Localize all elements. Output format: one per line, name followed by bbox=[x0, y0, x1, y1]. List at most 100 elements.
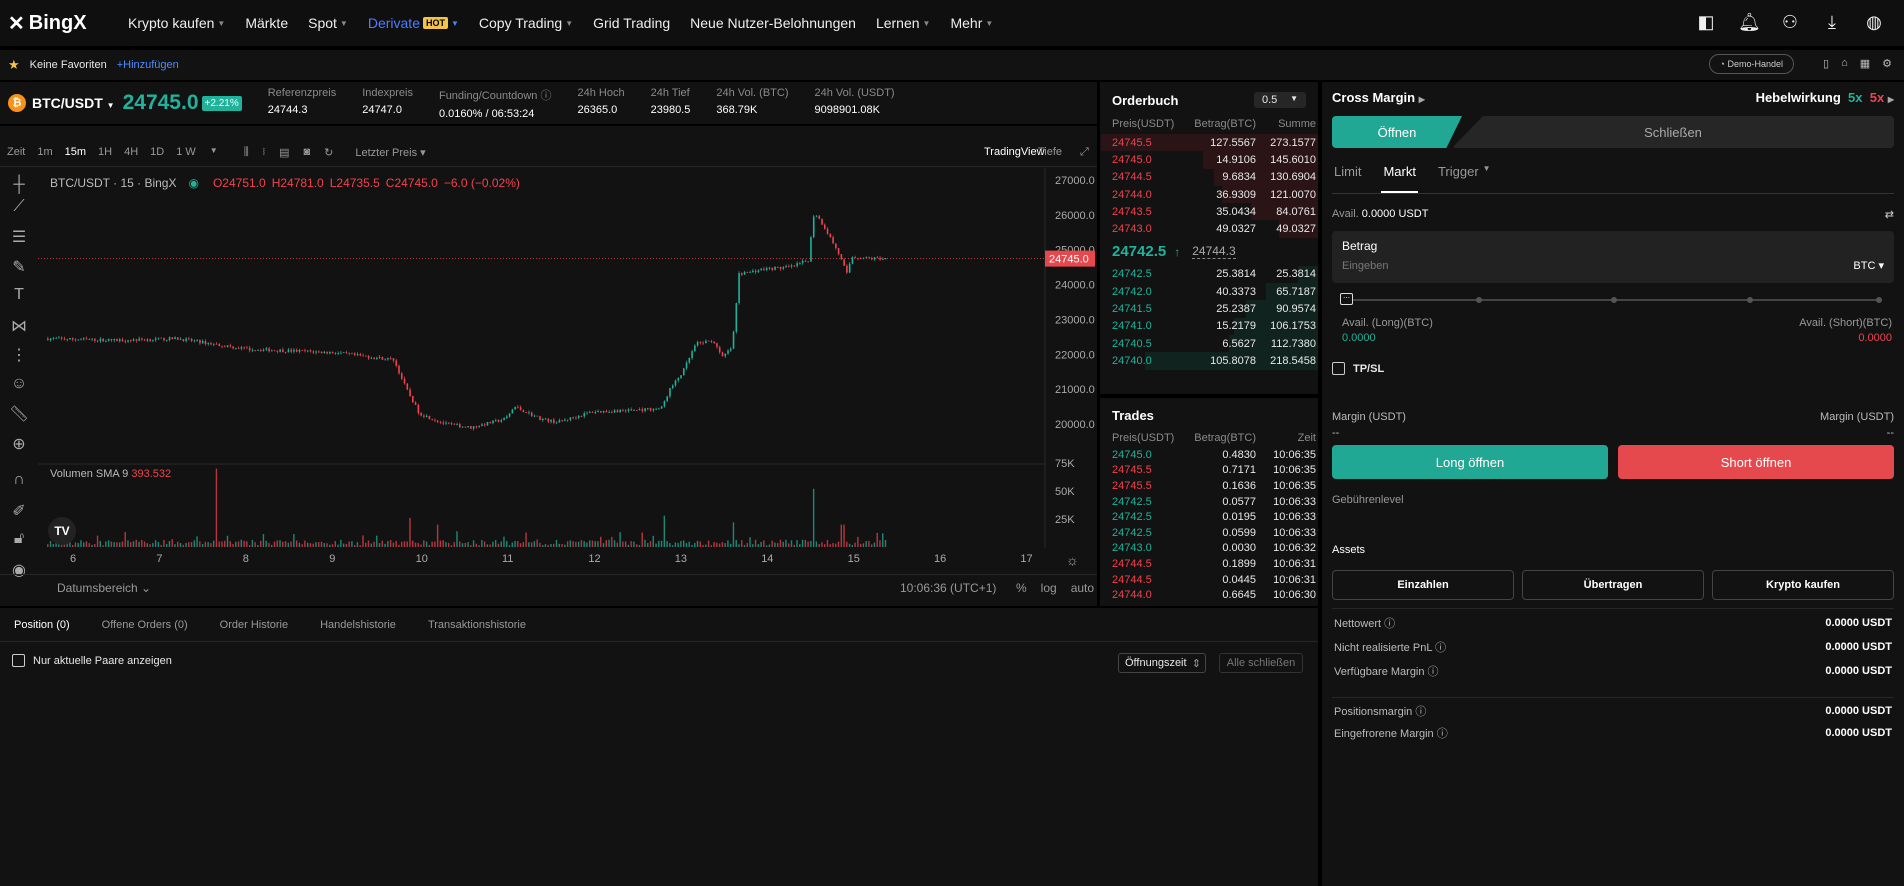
star-icon[interactable]: ★ bbox=[8, 57, 20, 72]
transfer-icon[interactable]: ⇄ bbox=[1884, 209, 1894, 221]
fib-icon[interactable]: ☰ bbox=[11, 229, 27, 246]
checkbox[interactable] bbox=[12, 654, 25, 667]
order-type-markt[interactable]: Markt bbox=[1381, 164, 1418, 193]
orderbook-row[interactable]: 24743.5 35.0434 84.0761 bbox=[1100, 203, 1318, 221]
close-tab[interactable]: Schließen bbox=[1452, 116, 1894, 148]
bingx-logo[interactable]: ✕ BingX bbox=[8, 11, 87, 35]
percent-toggle[interactable]: % bbox=[1016, 581, 1027, 595]
candle-type-icon[interactable]: ⧘ bbox=[262, 145, 266, 158]
orderbook-row[interactable]: 24740.5 6.5627 112.7380 bbox=[1100, 334, 1318, 353]
zoom-icon[interactable]: ⊕ bbox=[12, 435, 26, 453]
lock-icon[interactable]: 🔓︎ bbox=[13, 530, 25, 547]
tab-depth[interactable]: Tiefe bbox=[1038, 146, 1063, 158]
info-icon[interactable]: ⓘ bbox=[1381, 618, 1396, 630]
interval-4H[interactable]: 4H bbox=[124, 146, 139, 158]
info-icon[interactable]: ⓘ bbox=[1412, 705, 1427, 718]
info-icon[interactable]: ⓘ bbox=[1433, 728, 1448, 740]
user-icon[interactable]: ⚇ bbox=[1781, 12, 1799, 32]
info-icon[interactable]: ⓘ bbox=[537, 89, 552, 102]
slider-handle[interactable]: ⋯ bbox=[1340, 293, 1353, 305]
nav-item-mehr[interactable]: Mehr ▼ bbox=[940, 15, 1003, 31]
open-tab[interactable]: Öffnen bbox=[1332, 116, 1462, 148]
template-icon[interactable]: ▤ bbox=[279, 146, 290, 159]
tpsl-checkbox[interactable]: TP/SL bbox=[1332, 362, 1894, 375]
interval-15m[interactable]: 15m bbox=[64, 146, 87, 158]
nav-item-neue-nutzer-belohnungen[interactable]: Neue Nutzer-Belohnungen bbox=[680, 15, 866, 31]
leverage-select[interactable]: Hebelwirkung 5x 5x ▶ bbox=[1755, 89, 1894, 105]
nav-item-m-rkte[interactable]: Märkte bbox=[235, 15, 298, 31]
pair-selector[interactable]: BTC/USDT ▼ bbox=[32, 95, 115, 111]
tradingview-logo[interactable]: TV bbox=[48, 517, 76, 545]
crosshair-icon[interactable]: ┼ bbox=[13, 176, 25, 193]
nav-item-lernen[interactable]: Lernen ▼ bbox=[866, 15, 941, 31]
demo-trading-button[interactable]: ◔ Demo-Handel bbox=[1708, 54, 1794, 74]
interval-1D[interactable]: 1D bbox=[150, 146, 165, 158]
close-all-button[interactable]: Alle schließen bbox=[1219, 653, 1303, 673]
sort-select[interactable]: Öffnungszeit ⇕ bbox=[1118, 653, 1206, 673]
price-type-select[interactable]: Letzter Preis ▾ bbox=[355, 146, 426, 159]
emoji-icon[interactable]: ☺ bbox=[10, 374, 28, 392]
asset-button-0[interactable]: Einzahlen bbox=[1332, 570, 1514, 600]
checkbox[interactable] bbox=[1332, 362, 1345, 375]
position-tab-0[interactable]: Position (0) bbox=[14, 618, 70, 631]
lock-drawing-icon[interactable]: ✐ bbox=[12, 502, 26, 520]
wallet-icon[interactable]: ◧ bbox=[1697, 12, 1715, 32]
amount-input[interactable]: Betrag Eingeben BTC ▾ bbox=[1332, 231, 1894, 283]
nav-item-grid-trading[interactable]: Grid Trading bbox=[583, 15, 680, 31]
amount-slider[interactable]: ⋯ bbox=[1340, 289, 1882, 311]
orderbook-row[interactable]: 24744.5 9.6834 130.6904 bbox=[1100, 168, 1318, 186]
camera-icon[interactable]: ◙ bbox=[303, 146, 311, 158]
pattern-icon[interactable]: ⋈ bbox=[11, 317, 27, 335]
asset-button-2[interactable]: Krypto kaufen bbox=[1712, 570, 1894, 600]
globe-icon[interactable]: ◍ bbox=[1866, 12, 1882, 32]
orderbook-row[interactable]: 24745.5 127.5567 273.1577 bbox=[1100, 134, 1318, 152]
reset-icon[interactable]: ↻ bbox=[324, 146, 334, 159]
orderbook-row[interactable]: 24743.0 49.0327 49.0327 bbox=[1100, 220, 1318, 238]
info-icon[interactable]: ⓘ bbox=[1432, 642, 1447, 654]
price-chart[interactable]: 27000.026000.025000.024000.023000.022000… bbox=[38, 168, 1097, 572]
step-select[interactable]: 0.5 ▼ bbox=[1254, 92, 1306, 108]
log-toggle[interactable]: log bbox=[1040, 581, 1057, 595]
position-tab-3[interactable]: Handelshistorie bbox=[320, 618, 396, 631]
orderbook-row[interactable]: 24741.5 25.2387 90.9574 bbox=[1100, 300, 1318, 318]
position-tab-1[interactable]: Offene Orders (0) bbox=[101, 618, 188, 631]
add-favorite-link[interactable]: +Hinzufügen bbox=[116, 59, 179, 71]
nav-item-derivate[interactable]: Derivate HOT ▼ bbox=[358, 15, 469, 31]
info-icon[interactable]: ⓘ bbox=[1424, 666, 1439, 678]
nav-item-spot[interactable]: Spot ▼ bbox=[298, 15, 358, 31]
info-icon[interactable]: ⌂ bbox=[1841, 57, 1848, 69]
settings-sun-icon[interactable]: ☼ bbox=[1066, 552, 1079, 568]
more-intervals-icon[interactable]: ▼ bbox=[209, 146, 218, 155]
forecast-icon[interactable]: ⋮ bbox=[11, 347, 27, 364]
indicators-icon[interactable]: ⫼ bbox=[243, 145, 249, 158]
unit-select[interactable]: BTC ▾ bbox=[1853, 260, 1884, 272]
interval-Zeit[interactable]: Zeit bbox=[7, 146, 26, 158]
orderbook-row[interactable]: 24742.5 25.3814 25.3814 bbox=[1100, 265, 1318, 284]
orderbook-row[interactable]: 24741.0 15.2179 106.1753 bbox=[1100, 317, 1318, 335]
fee-level-link[interactable]: Gebührenlevel bbox=[1332, 494, 1404, 506]
interval-1W[interactable]: 1 W bbox=[176, 146, 196, 158]
orderbook-row[interactable]: 24744.0 36.9309 121.0070 bbox=[1100, 185, 1318, 204]
book-icon[interactable]: ▯ bbox=[1823, 58, 1830, 70]
download-icon[interactable]: ⤓ bbox=[1828, 12, 1836, 32]
interval-1m[interactable]: 1m bbox=[37, 146, 53, 158]
brush-icon[interactable]: ✎ bbox=[12, 258, 26, 276]
magnet-icon[interactable]: ∩ bbox=[13, 471, 25, 488]
orderbook-row[interactable]: 24745.0 14.9106 145.6010 bbox=[1100, 151, 1318, 169]
fullscreen-icon[interactable]: ⤢ bbox=[1080, 145, 1089, 158]
orderbook-row[interactable]: 24740.0 105.8078 218.5458 bbox=[1100, 352, 1318, 370]
position-tab-4[interactable]: Transaktionshistorie bbox=[427, 618, 526, 631]
trendline-icon[interactable]: ⟋ bbox=[13, 197, 25, 215]
orderbook-mark-price[interactable]: 24744.3 bbox=[1192, 244, 1236, 260]
gear-icon[interactable]: ⚙ bbox=[1882, 58, 1892, 70]
tab-tradingview[interactable]: TradingView bbox=[984, 146, 1045, 158]
calculator-icon[interactable]: ▦ bbox=[1859, 58, 1871, 70]
ruler-icon[interactable]: 📏︎ bbox=[8, 406, 30, 423]
text-icon[interactable]: T bbox=[14, 286, 24, 303]
orderbook-row[interactable]: 24742.0 40.3373 65.7187 bbox=[1100, 283, 1318, 301]
order-type-limit[interactable]: Limit bbox=[1334, 164, 1362, 179]
asset-button-1[interactable]: Übertragen bbox=[1522, 570, 1704, 600]
order-type-trigger[interactable]: Trigger bbox=[1437, 164, 1479, 179]
position-tab-2[interactable]: Order Historie bbox=[219, 618, 289, 631]
long-button[interactable]: Long öffnen bbox=[1332, 445, 1608, 479]
